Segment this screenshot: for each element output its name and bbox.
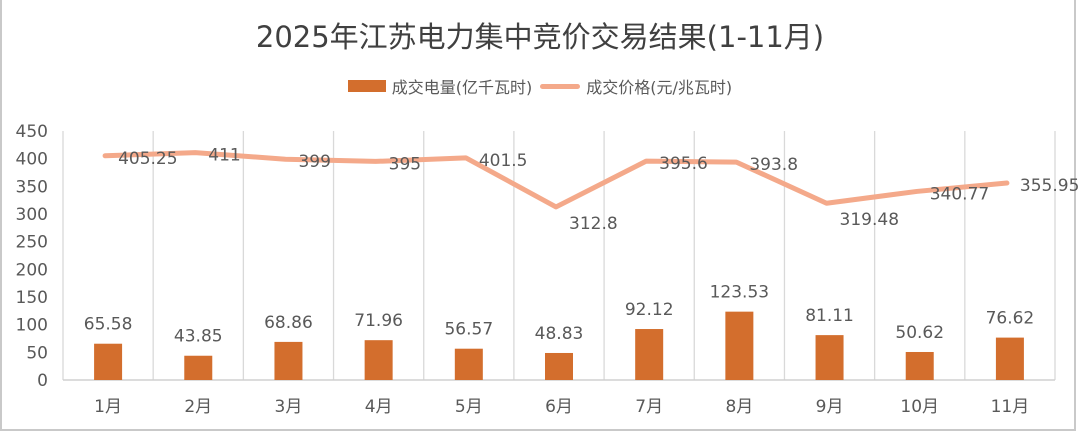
line-value-label: 395 [389, 154, 421, 174]
price-line[interactable] [102, 150, 1010, 210]
bar-value-label: 50.62 [895, 323, 944, 343]
x-category-label: 6月 [545, 397, 573, 417]
bar-value-label: 65.58 [84, 315, 133, 335]
line-value-label: 312.8 [569, 214, 618, 234]
chart-legend: 成交电量(亿千瓦时) 成交价格(元/兆瓦时) [0, 74, 1080, 98]
bar-swatch-icon [347, 80, 386, 92]
legend-item-volume[interactable]: 成交电量(亿千瓦时) [347, 74, 533, 98]
bar-value-label: 123.53 [710, 283, 769, 303]
bar[interactable] [274, 341, 303, 380]
y-tick-label: 450 [16, 122, 48, 142]
bar-value-label: 56.57 [444, 320, 493, 340]
y-tick-label: 200 [16, 260, 48, 280]
bar[interactable] [725, 311, 754, 380]
y-tick-label: 300 [16, 205, 48, 225]
x-category-label: 11月 [991, 397, 1030, 417]
y-tick-label: 150 [16, 288, 48, 308]
x-category-label: 4月 [365, 397, 393, 417]
line-value-label: 405.25 [118, 149, 177, 169]
line-value-label: 355.95 [1020, 176, 1079, 196]
line-value-label: 393.8 [749, 155, 798, 175]
x-category-label: 2月 [184, 397, 212, 417]
bar[interactable] [184, 355, 213, 380]
line-value-label: 411 [208, 146, 240, 166]
legend-label-volume: 成交电量(亿千瓦时) [391, 78, 533, 97]
bar[interactable] [815, 335, 844, 380]
bar[interactable] [364, 340, 393, 380]
bar-value-label: 76.62 [986, 309, 1035, 329]
line-swatch-icon [540, 83, 581, 89]
y-tick-label: 400 [16, 150, 48, 170]
line-value-label: 399 [298, 152, 330, 172]
bar-value-label: 81.11 [805, 306, 854, 326]
line-value-label: 319.48 [840, 210, 899, 230]
bar-value-label: 71.96 [354, 311, 403, 331]
y-tick-label: 250 [16, 233, 48, 253]
x-category-label: 7月 [635, 397, 663, 417]
legend-label-price: 成交价格(元/兆瓦时) [586, 78, 733, 97]
x-category-label: 5月 [455, 397, 483, 417]
bar[interactable] [545, 352, 573, 380]
bar-value-label: 68.86 [264, 313, 313, 333]
line-value-label: 401.5 [479, 151, 528, 171]
bar[interactable] [94, 343, 123, 380]
bar-value-label: 43.85 [174, 327, 223, 347]
x-category-label: 8月 [725, 397, 753, 417]
chart-frame [0, 0, 1076, 431]
bar[interactable] [905, 351, 934, 380]
x-category-label: 9月 [816, 397, 844, 417]
y-tick-label: 350 [16, 177, 48, 197]
y-tick-label: 0 [37, 371, 48, 391]
x-category-label: 1月 [94, 397, 122, 417]
bar[interactable] [454, 348, 483, 380]
bar-value-label: 48.83 [535, 324, 584, 344]
bar[interactable] [635, 329, 664, 380]
bar-value-label: 92.12 [625, 300, 674, 320]
y-tick-label: 100 [16, 316, 48, 336]
y-tick-label: 50 [26, 343, 48, 363]
x-category-label: 3月 [275, 397, 303, 417]
bar[interactable] [995, 337, 1024, 380]
legend-item-price[interactable]: 成交价格(元/兆瓦时) [540, 74, 732, 98]
line-value-label: 395.6 [659, 154, 708, 174]
line-value-label: 340.77 [930, 184, 989, 204]
chart-title: 2025年江苏电力集中竞价交易结果(1-11月) [255, 20, 825, 54]
x-category-label: 10月 [900, 397, 939, 417]
